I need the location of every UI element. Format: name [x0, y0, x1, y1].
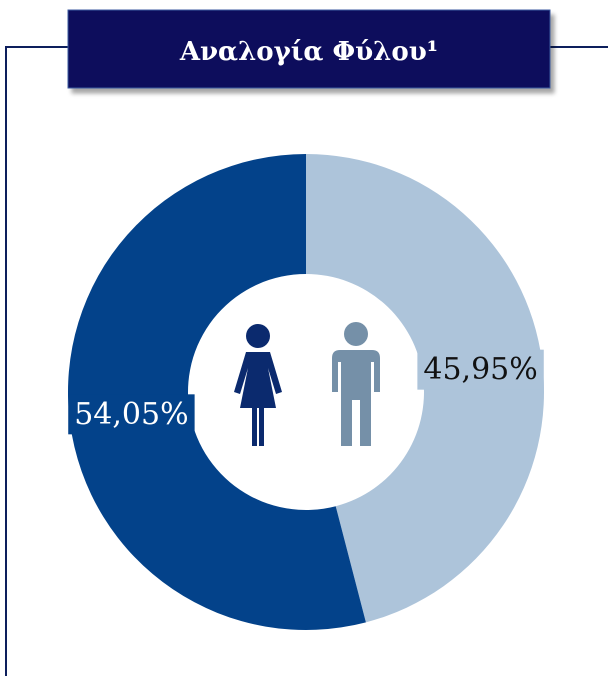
slice	[68, 154, 366, 630]
label-background	[68, 394, 195, 435]
label-background	[417, 349, 544, 390]
male-icon	[332, 322, 380, 446]
data-label: 45,95%	[423, 352, 537, 387]
title-box	[67, 9, 551, 89]
frame	[5, 46, 608, 676]
female-icon	[234, 324, 282, 446]
chart-title: Αναλογία Φύλου¹	[179, 37, 438, 67]
donut	[68, 154, 545, 630]
data-label: 54,05%	[74, 397, 188, 432]
